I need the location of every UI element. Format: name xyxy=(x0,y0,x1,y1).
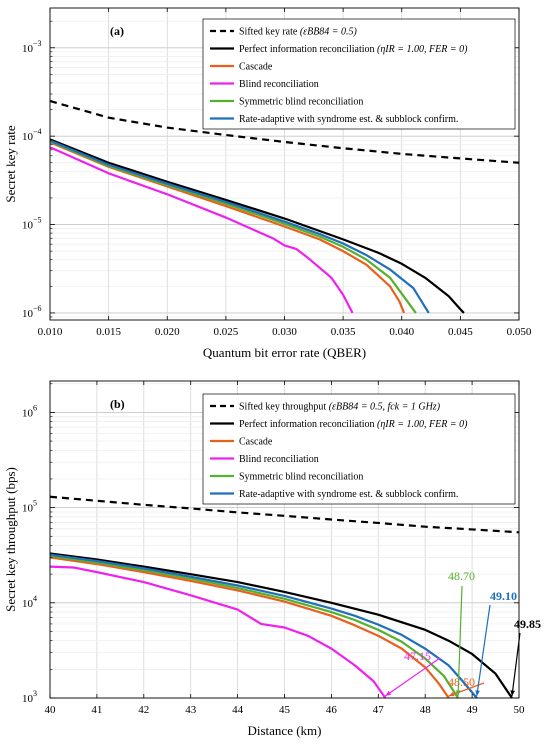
x-tick-label: 0.025 xyxy=(214,326,239,338)
x-tick-label: 50 xyxy=(514,704,526,716)
legend-label: Rate-adaptive with syndrome est. & subbl… xyxy=(239,489,458,500)
x-tick-label: 0.030 xyxy=(272,326,297,338)
x-tick-label: 48 xyxy=(420,704,432,716)
x-tick-label: 43 xyxy=(185,704,197,716)
y-tick-label: 10 xyxy=(22,308,34,320)
x-tick-label: 44 xyxy=(232,704,244,716)
x-axis-label: Distance (km) xyxy=(247,723,321,738)
series-line-3 xyxy=(49,565,387,699)
x-tick-label: 45 xyxy=(279,704,291,716)
y-tick-label: 10 xyxy=(22,220,34,232)
annotation-arrowhead xyxy=(455,690,461,696)
x-tick-label: 0.015 xyxy=(96,326,121,338)
y-tick-exponent: 5 xyxy=(33,499,37,508)
x-axis-label: Quantum bit error rate (QBER) xyxy=(203,345,366,360)
annotation-label: 48.50 xyxy=(448,675,475,689)
legend-label: Symmetric blind reconciliation xyxy=(239,97,363,108)
annotation-label: 48.70 xyxy=(448,569,475,583)
y-tick-exponent: 6 xyxy=(33,403,37,412)
legend-box xyxy=(202,18,516,130)
series-line-5 xyxy=(49,553,478,699)
y-tick-exponent: −4 xyxy=(33,127,42,136)
y-tick-label: 10 xyxy=(22,503,34,515)
panel-label: (b) xyxy=(110,397,125,411)
x-tick-label: 40 xyxy=(45,704,57,716)
y-tick-exponent: 3 xyxy=(33,689,37,698)
series-line-1 xyxy=(49,138,465,314)
legend-label: Rate-adaptive with syndrome est. & subbl… xyxy=(239,114,458,125)
x-tick-label: 49 xyxy=(467,704,479,716)
legend-label: Cascade xyxy=(239,62,273,73)
y-tick-label: 10 xyxy=(22,407,34,419)
series-line-3 xyxy=(49,146,354,314)
chart-panel-a: 0.010 0.015 0.020 0.025 0.030 0.035 0.040 0.045… xyxy=(3,7,532,360)
annotation-arrow xyxy=(457,585,463,697)
series-line-0 xyxy=(49,495,520,534)
legend-box xyxy=(202,393,516,505)
x-tick-label: 0.040 xyxy=(389,326,414,338)
y-axis-label: Secret key rate xyxy=(3,125,18,202)
series-line-4 xyxy=(49,140,417,314)
legend-label: Blind reconciliation xyxy=(239,454,319,465)
y-tick-exponent: −5 xyxy=(33,216,42,225)
legend: Sifted key rate (εBB84 = 0.5) Perfect inf… xyxy=(202,18,516,130)
panel-label: (a) xyxy=(110,24,124,38)
annotation-arrowhead xyxy=(510,690,515,696)
x-tick-label: 0.050 xyxy=(507,326,532,338)
y-tick-exponent: −3 xyxy=(33,39,42,48)
x-tick-label: 0.045 xyxy=(448,326,473,338)
y-axis-label: Secret key throughput (bps) xyxy=(3,467,18,612)
annotation-arrow xyxy=(476,604,491,697)
y-tick-label: 10 xyxy=(22,598,34,610)
series-line-5 xyxy=(49,139,430,314)
legend-label: Blind reconciliation xyxy=(239,79,319,90)
annotation-arrowhead xyxy=(475,690,480,696)
y-tick-label: 10 xyxy=(22,43,34,55)
legend: Sifted key throughput (εBB84 = 0.5, fck … xyxy=(202,393,516,505)
x-tick-label: 47 xyxy=(373,704,385,716)
y-tick-exponent: 4 xyxy=(33,594,37,603)
legend-label: Cascade xyxy=(239,437,273,448)
legend-label: Sifted key rate (εBB84 = 0.5) xyxy=(239,27,358,38)
legend-label: Symmetric blind reconciliation xyxy=(239,472,363,483)
annotation-arrow xyxy=(511,632,521,697)
x-tick-label: 41 xyxy=(91,704,102,716)
annotation-label: 47.15 xyxy=(404,649,431,663)
annotation-arrowhead xyxy=(448,691,455,697)
x-tick-label: 42 xyxy=(138,704,149,716)
annotation-label: 49.10 xyxy=(490,589,517,603)
legend-label: Perfect information reconciliation (ηIR … xyxy=(239,44,468,55)
annotation-arrow xyxy=(384,657,441,697)
legend-label: Perfect information reconciliation (ηIR … xyxy=(239,419,468,430)
series-line-2 xyxy=(49,141,406,314)
legend-label: Sifted key throughput (εBB84 = 0.5, fck … xyxy=(239,402,441,413)
x-tick-label: 0.020 xyxy=(155,326,180,338)
x-tick-label: 0.035 xyxy=(331,326,356,338)
y-tick-label: 10 xyxy=(22,693,34,705)
series-line-4 xyxy=(49,554,459,699)
x-tick-label: 0.010 xyxy=(38,326,63,338)
series-line-1 xyxy=(49,552,513,699)
annotation-label: 49.85 xyxy=(514,617,541,631)
annotations: 47.15 48.50 48.70 49.10 49.85 xyxy=(384,569,541,697)
y-tick-label: 10 xyxy=(22,131,34,143)
y-tick-exponent: −6 xyxy=(33,304,42,313)
series-line-2 xyxy=(49,556,450,699)
annotation-arrowhead xyxy=(385,690,392,696)
x-tick-label: 46 xyxy=(326,704,338,716)
